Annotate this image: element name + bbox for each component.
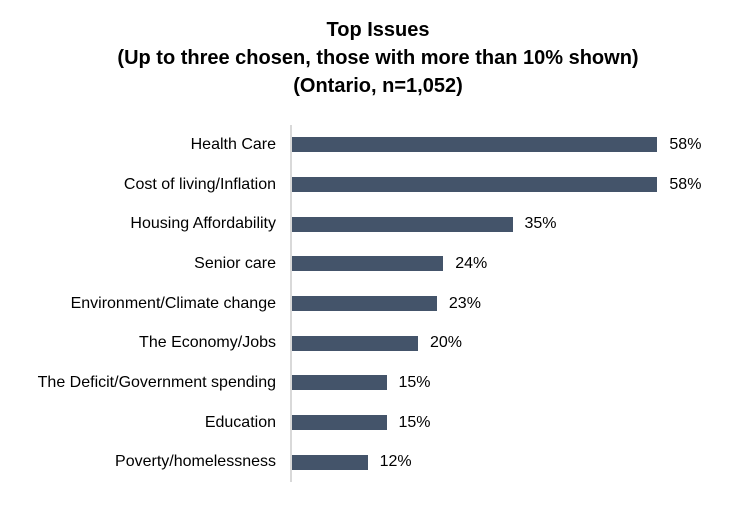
category-label: Senior care xyxy=(194,254,276,272)
category-label: The Economy/Jobs xyxy=(139,334,276,352)
bar-track: 24% xyxy=(292,255,487,273)
bar-track: 15% xyxy=(292,414,431,432)
category-label: The Deficit/Government spending xyxy=(37,373,276,391)
bar-row: Education 15% xyxy=(0,403,756,443)
category-label: Education xyxy=(204,413,276,431)
bar-row: Senior care 24% xyxy=(0,244,756,284)
category-label: Environment/Climate change xyxy=(70,294,276,312)
bar-track: 58% xyxy=(292,136,701,154)
bar-row: Health Care 58% xyxy=(0,125,756,165)
bar-row: Housing Affordability 35% xyxy=(0,204,756,244)
value-label: 58% xyxy=(669,175,702,193)
bar xyxy=(292,415,387,431)
bar-track: 58% xyxy=(292,176,701,194)
value-label: 20% xyxy=(430,334,463,352)
chart-title: Top Issues (Up to three chosen, those wi… xyxy=(0,16,756,100)
plot-area: Health Care 58% Cost of living/Inflation 58… xyxy=(0,125,756,482)
value-label: 15% xyxy=(398,373,431,391)
bar xyxy=(292,137,658,153)
bar-row: Cost of living/Inflation 58% xyxy=(0,165,756,205)
value-label: 58% xyxy=(669,135,702,153)
bar-row: Poverty/homelessness 12% xyxy=(0,442,756,482)
chart-title-line-1: Top Issues xyxy=(326,19,430,41)
bar xyxy=(292,177,658,192)
bar xyxy=(292,256,444,272)
value-label: 24% xyxy=(455,254,488,272)
bar-track: 12% xyxy=(292,453,412,471)
category-label: Poverty/homelessness xyxy=(115,453,276,471)
bar-row: The Deficit/Government spending 15% xyxy=(0,363,756,403)
category-axis-line xyxy=(290,125,292,482)
category-label: Health Care xyxy=(190,135,276,153)
bar xyxy=(292,296,437,312)
bar xyxy=(292,375,387,391)
bar-track: 15% xyxy=(292,374,431,392)
bar-track: 35% xyxy=(292,215,557,233)
bar-track: 23% xyxy=(292,295,481,313)
value-label: 15% xyxy=(398,413,431,431)
bar xyxy=(292,454,368,470)
bar-row: Environment/Climate change 23% xyxy=(0,284,756,324)
category-label: Cost of living/Inflation xyxy=(123,175,276,193)
category-label: Housing Affordability xyxy=(130,215,276,233)
value-label: 12% xyxy=(379,453,412,471)
bar xyxy=(292,335,418,351)
value-label: 35% xyxy=(524,215,557,233)
chart-title-line-2: (Up to three chosen, those with more tha… xyxy=(117,47,639,69)
bar-track: 20% xyxy=(292,334,462,352)
bar-row: The Economy/Jobs 20% xyxy=(0,323,756,363)
chart-title-line-3: (Ontario, n=1,052) xyxy=(293,75,463,97)
value-label: 23% xyxy=(448,294,481,312)
bar xyxy=(292,216,513,232)
bar-rows: Health Care 58% Cost of living/Inflation 58… xyxy=(0,125,756,482)
